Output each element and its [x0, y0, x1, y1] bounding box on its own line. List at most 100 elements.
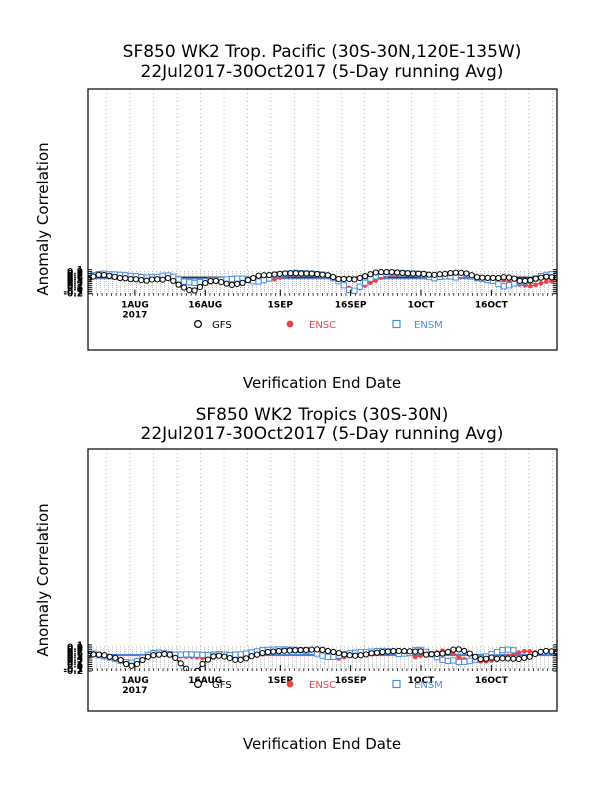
- point-gfs: [286, 647, 293, 654]
- y-tick-label: 0: [77, 286, 83, 296]
- point-gfs: [390, 648, 397, 655]
- point-gfs: [542, 647, 550, 655]
- point-gfs: [232, 656, 239, 663]
- point-gfs: [450, 646, 457, 653]
- y-tick-label: 1: [77, 266, 83, 276]
- y-ticks: -0.2-0.100.10.20.30.40.50.60.70.80.91: [63, 641, 557, 677]
- point-gfs: [439, 650, 446, 657]
- x-tick-year-label: 2017: [122, 311, 147, 321]
- point-gfs: [170, 277, 177, 284]
- point-gfs: [234, 280, 241, 287]
- point-gfs: [117, 656, 124, 664]
- y-tick-label: 0.2: [67, 658, 83, 668]
- point-gfs: [127, 275, 134, 283]
- point-gfs: [204, 656, 212, 663]
- point-gfs: [335, 650, 342, 657]
- y-tick-label: 0.3: [67, 656, 83, 666]
- x-tick-label: 1AUG: [121, 676, 149, 686]
- x-tick-label: 1OCT: [408, 301, 436, 311]
- point-gfs: [511, 275, 518, 282]
- point-gfs: [248, 653, 255, 660]
- point-gfs: [314, 270, 321, 278]
- point-gfs: [313, 646, 321, 653]
- point-gfs: [493, 655, 501, 662]
- legend-ensm-marker: [392, 679, 401, 689]
- point-gfs: [175, 281, 182, 288]
- point-ensc: [418, 653, 423, 659]
- y-tick-label: 0.7: [67, 272, 83, 282]
- x-tick-label: 1AUG: [121, 301, 149, 311]
- point-gfs: [431, 271, 438, 278]
- x-tick-label: 16AUG: [188, 301, 222, 311]
- y-axis-label: Anomaly Correlation: [34, 503, 52, 656]
- grid-lines: [88, 89, 557, 296]
- point-gfs: [111, 273, 118, 280]
- y-tick-label: -0.2: [63, 667, 83, 677]
- point-ensc: [544, 279, 549, 284]
- legend-ensc-label: ENSC: [309, 320, 336, 331]
- y-tick-label: 0: [77, 663, 83, 673]
- point-gfs: [132, 276, 140, 283]
- point-gfs: [415, 270, 422, 277]
- x-tick-label: 16OCT: [475, 676, 509, 686]
- point-gfs: [303, 646, 310, 653]
- point-gfs: [226, 655, 233, 662]
- point-gfs: [266, 271, 273, 279]
- point-gfs: [239, 279, 246, 286]
- point-gfs: [324, 272, 331, 279]
- point-gfs: [504, 655, 512, 662]
- point-gfs: [455, 646, 462, 653]
- point-ensm: [177, 651, 184, 658]
- point-ensm: [510, 647, 517, 654]
- y-tick-label: 0.5: [67, 652, 83, 662]
- point-gfs: [150, 652, 157, 659]
- point-ensm: [466, 657, 473, 664]
- point-gfs: [457, 269, 465, 276]
- point-gfs: [177, 660, 184, 667]
- point-gfs: [112, 654, 119, 661]
- point-ensm: [493, 648, 501, 656]
- point-gfs: [356, 274, 363, 282]
- point-gfs: [477, 656, 484, 663]
- legend-ensm-marker: [392, 319, 401, 329]
- point-gfs: [292, 270, 299, 277]
- grid-lines: [88, 449, 557, 671]
- legend-gfs-label: GFS: [212, 680, 232, 691]
- point-gfs: [90, 273, 97, 280]
- point-gfs: [281, 647, 288, 654]
- point-gfs: [123, 660, 130, 668]
- point-ensc: [521, 648, 527, 654]
- point-ensm: [450, 657, 457, 664]
- point-gfs: [335, 275, 342, 283]
- point-ensm: [175, 276, 182, 283]
- point-gfs: [144, 653, 152, 660]
- y-tick-label: 0.4: [67, 278, 83, 288]
- point-gfs: [106, 653, 113, 660]
- point-gfs: [100, 271, 108, 279]
- legend-gfs-marker: [194, 679, 203, 688]
- point-gfs: [423, 651, 430, 658]
- point-gfs: [532, 650, 539, 658]
- point-gfs: [489, 274, 497, 281]
- y-tick-label: 0.5: [67, 276, 83, 286]
- point-gfs: [516, 277, 523, 284]
- point-gfs: [196, 283, 204, 291]
- point-gfs: [351, 276, 358, 283]
- point-ensm: [461, 658, 468, 665]
- point-gfs: [324, 647, 332, 655]
- point-ensm: [340, 282, 347, 289]
- point-gfs: [499, 655, 506, 662]
- point-ensm: [199, 651, 206, 658]
- point-ensm: [191, 279, 198, 286]
- point-gfs: [270, 648, 277, 655]
- point-gfs: [461, 647, 468, 655]
- x-tick-label: 16SEP: [335, 676, 367, 686]
- y-tick-label: 0.6: [67, 650, 83, 660]
- point-ensm: [196, 278, 204, 286]
- point-gfs: [433, 650, 441, 658]
- legend-ensm-label: ENSM: [414, 680, 443, 691]
- point-ensm: [228, 275, 235, 283]
